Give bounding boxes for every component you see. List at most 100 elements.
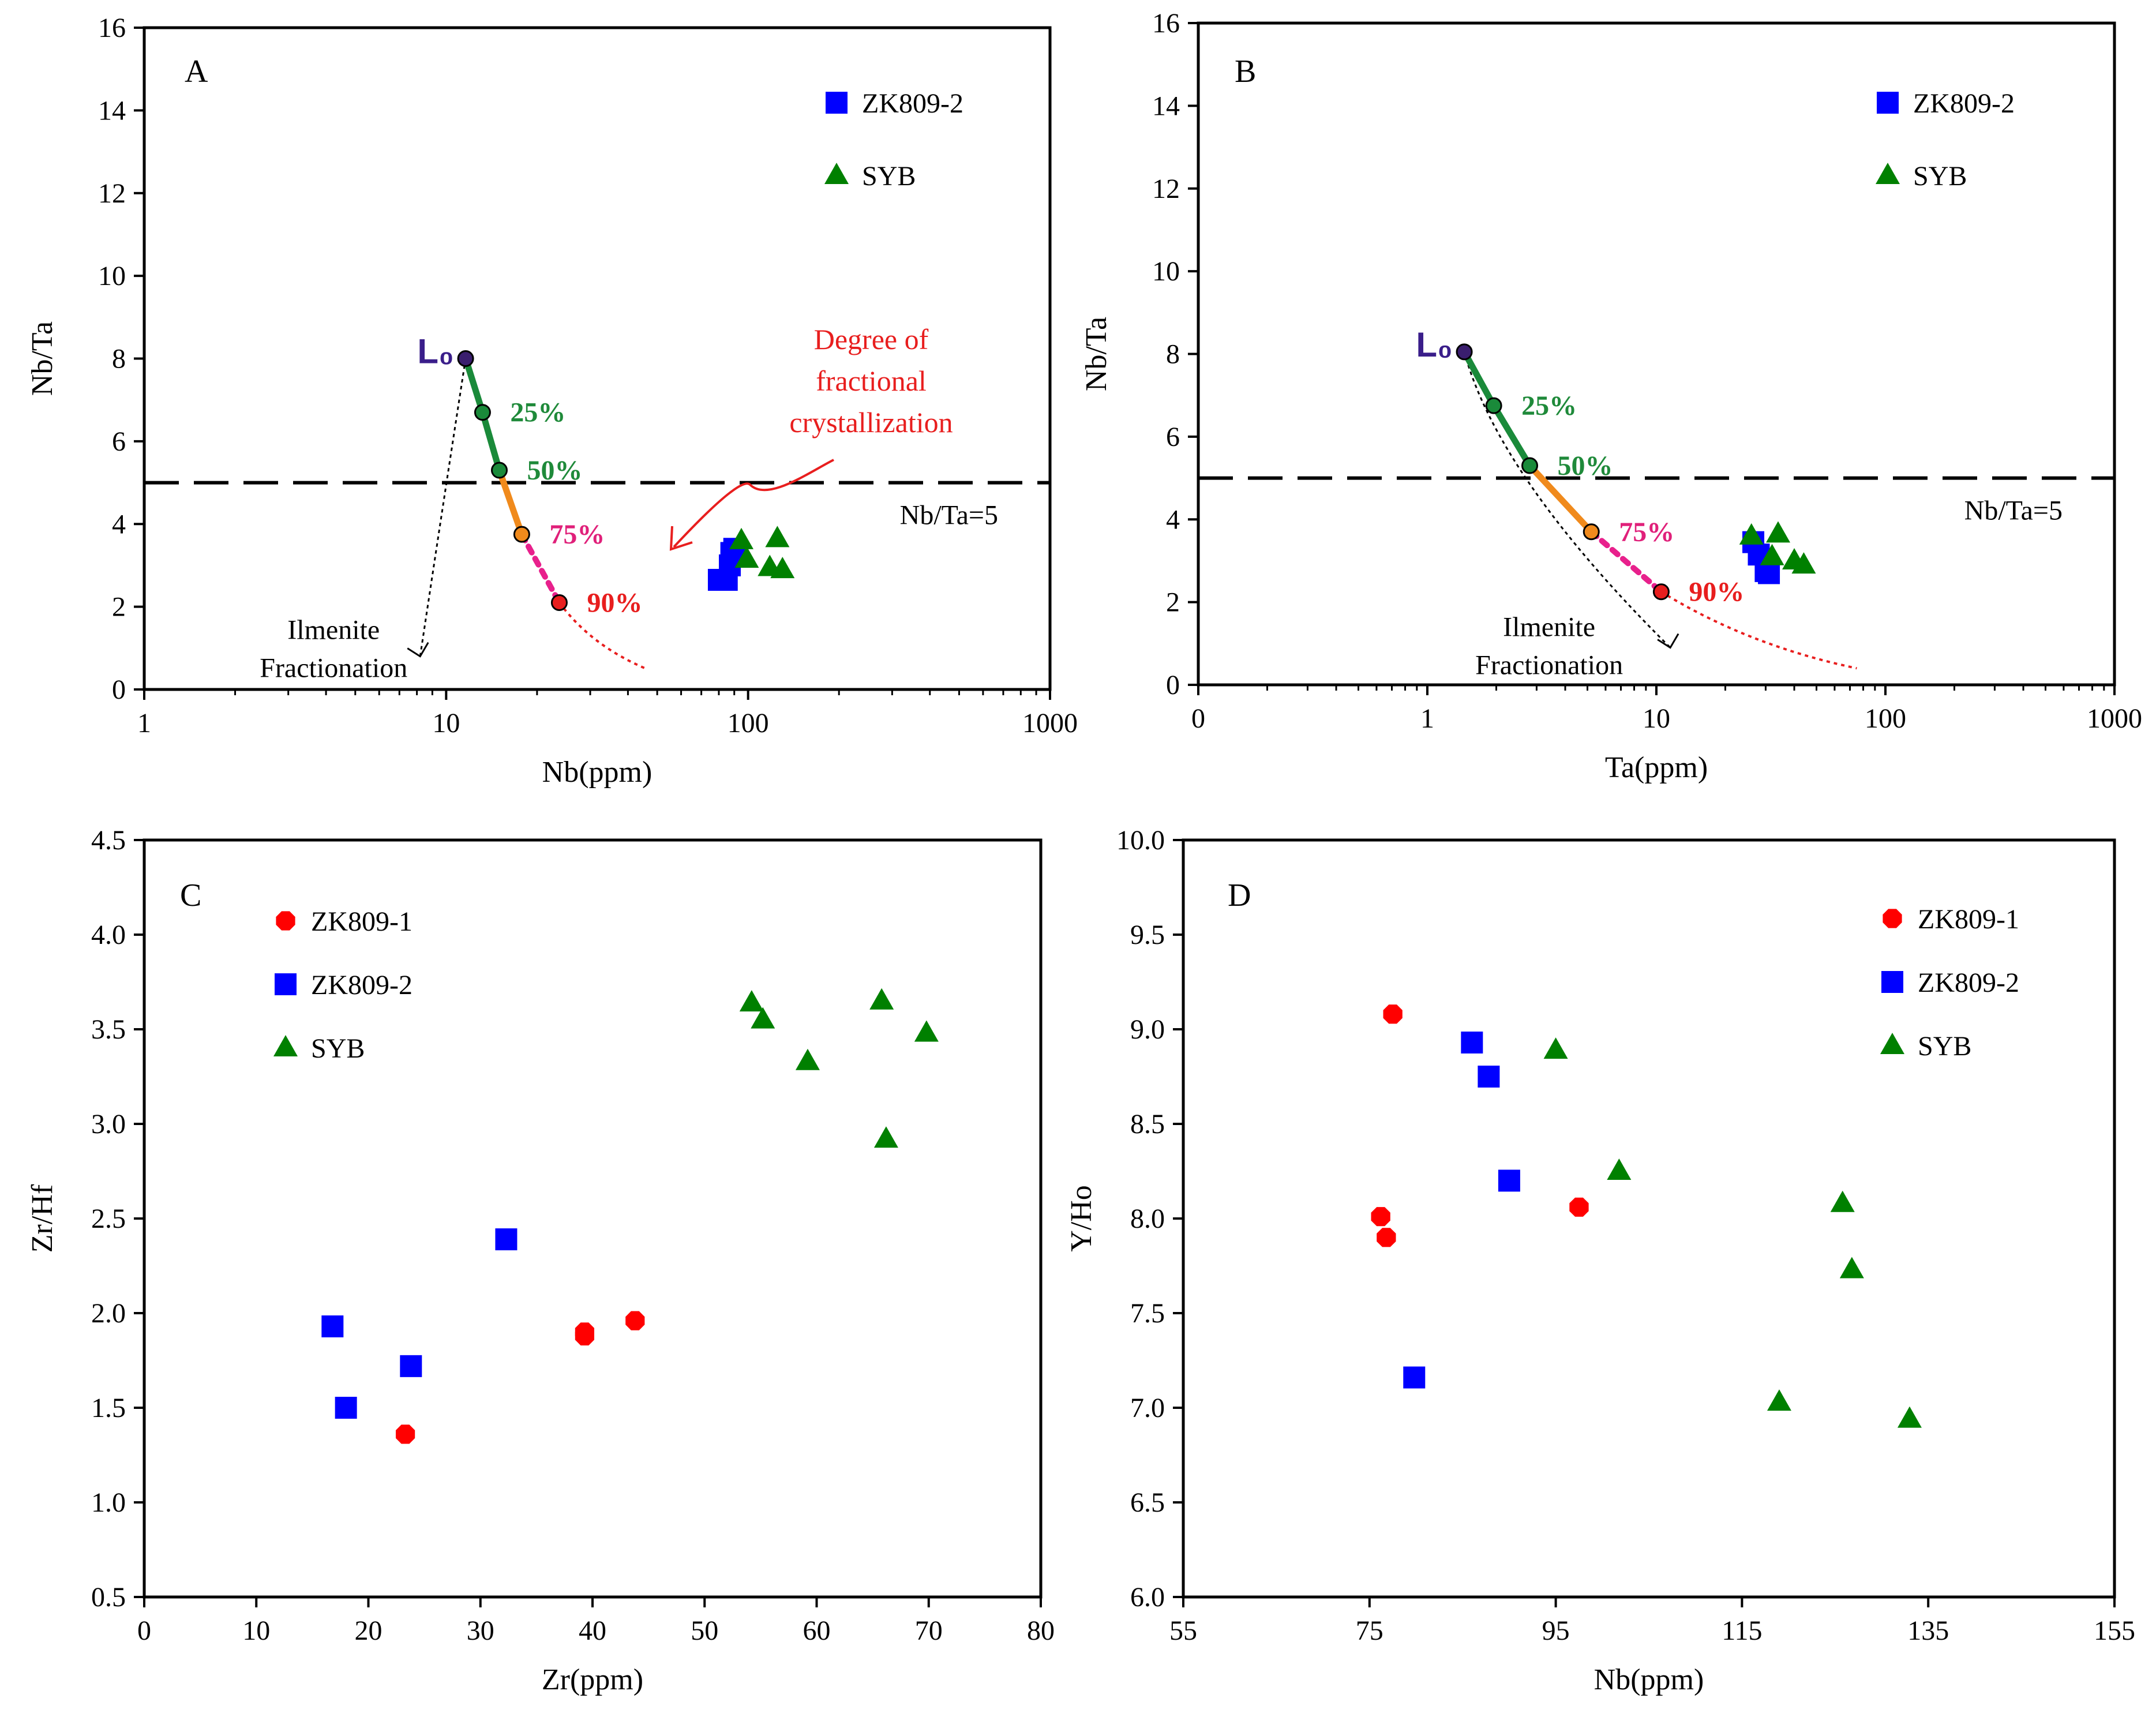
x-tick-label: 20 — [355, 1615, 383, 1646]
start-label-l0: L₀ — [1416, 325, 1453, 364]
x-tick-label: 10 — [242, 1615, 270, 1646]
legend-marker-syb — [273, 1035, 298, 1056]
legend-marker-zk809-2 — [1877, 92, 1899, 114]
data-point-triangle — [1839, 1257, 1864, 1279]
series-syb — [1543, 1037, 1922, 1428]
y-tick-label: 12 — [98, 178, 126, 209]
legend-label: SYB — [1918, 1031, 1971, 1062]
data-point-square — [1403, 1366, 1426, 1389]
legend-label: SYB — [862, 161, 916, 192]
x-tick-label: 10 — [1643, 703, 1670, 734]
ilmenite-trend-arrow — [1463, 351, 1671, 648]
x-tick-label: 95 — [1542, 1615, 1570, 1646]
y-axis-label: Nb/Ta — [1080, 317, 1113, 391]
y-tick-label: 8 — [112, 344, 126, 374]
y-axis-label: Nb/Ta — [26, 321, 59, 396]
percent-label: 25% — [510, 398, 565, 428]
series-syb — [739, 988, 939, 1148]
start-label-l0: L₀ — [417, 332, 454, 371]
data-point-triangle — [914, 1020, 939, 1042]
data-point-triangle — [1767, 1389, 1791, 1411]
y-tick-label: 8 — [1166, 339, 1180, 370]
series-zk809-1 — [396, 1311, 645, 1444]
y-axis-label: Zr/Hf — [26, 1184, 59, 1253]
y-axis-label: Y/Ho — [1065, 1185, 1098, 1252]
percent-label: 50% — [527, 455, 582, 486]
x-axis-label: Nb(ppm) — [542, 756, 653, 789]
x-tick-label: 80 — [1027, 1615, 1055, 1646]
y-tick-label: 2.5 — [91, 1204, 126, 1234]
data-point-circle — [396, 1424, 415, 1444]
data-point-square — [1498, 1169, 1520, 1192]
panel-d: 55 75 95 115 135 155 6.0 6.5 7.0 7.5 8.0 8.5 9.0 9.5 1… — [1065, 825, 2135, 1696]
y-tick-label: 4 — [1166, 504, 1180, 535]
x-tick-label: 135 — [1907, 1615, 1949, 1646]
legend-marker-syb — [1876, 163, 1900, 184]
curve-point — [1456, 343, 1473, 361]
legend-marker-zk809-2 — [826, 92, 848, 114]
ilmenite-label: Ilmenite — [1503, 612, 1595, 642]
data-point-circle — [1371, 1207, 1390, 1227]
y-tick-label: 14 — [1152, 91, 1180, 121]
percent-label: 90% — [587, 587, 642, 618]
data-point-triangle — [751, 1007, 775, 1029]
x-tick-label: 10 — [432, 708, 460, 738]
data-point-triangle — [1765, 521, 1790, 543]
x-tick-label: 115 — [1722, 1615, 1762, 1646]
x-axis-label: Nb(ppm) — [1594, 1663, 1704, 1696]
legend-marker-syb — [1880, 1033, 1904, 1054]
legend-label: ZK809-2 — [311, 970, 413, 1000]
data-point-circle — [1569, 1197, 1589, 1217]
curve-segment — [519, 531, 563, 606]
x-tick-label: 50 — [691, 1615, 718, 1646]
y-tick-label: 2 — [112, 592, 126, 623]
annotation-line: crystallization — [789, 406, 953, 438]
series-syb — [1739, 521, 1816, 574]
curve-tail — [1660, 590, 1857, 670]
data-point-circle — [1383, 1004, 1403, 1024]
y-tick-label: 4 — [112, 509, 126, 539]
y-tick-label: 8.5 — [1130, 1109, 1165, 1139]
legend-label: ZK809-1 — [311, 906, 413, 937]
data-point-square — [1461, 1031, 1483, 1054]
panel-letter: C — [180, 878, 201, 913]
x-tick-label: 40 — [579, 1615, 606, 1646]
y-tick-label: 6.5 — [1130, 1487, 1165, 1518]
percent-label: 25% — [1521, 391, 1577, 421]
curve-point — [550, 594, 568, 611]
y-tick-label: 7.0 — [1130, 1393, 1165, 1423]
legend-label: SYB — [1913, 161, 1967, 192]
data-point-triangle — [1791, 552, 1816, 574]
x-tick-label: 75 — [1356, 1615, 1383, 1646]
data-point-circle — [625, 1311, 645, 1330]
curve-segment — [1527, 462, 1595, 535]
data-point-square — [321, 1315, 344, 1337]
panel-letter: A — [185, 54, 208, 89]
legend-marker-zk809-2 — [275, 973, 297, 995]
panel-b: 0 1 10 100 1000 0 2 4 6 8 10 12 14 16 Ta(ppm) Nb/Ta B ZK8… — [1080, 8, 2142, 784]
ilmenite-label: Fractionation — [1475, 650, 1623, 680]
legend-marker-zk809-1 — [1883, 909, 1902, 928]
curve-point — [457, 350, 474, 367]
percent-label: 75% — [549, 519, 605, 550]
data-point-square — [495, 1228, 518, 1251]
curve-tail — [558, 602, 647, 670]
annotation-arrow — [673, 459, 834, 548]
y-tick-label: 7.5 — [1130, 1298, 1165, 1329]
data-point-triangle — [869, 988, 894, 1010]
y-tick-label: 12 — [1152, 174, 1180, 204]
x-tick-label: 70 — [915, 1615, 943, 1646]
legend-label: ZK809-1 — [1918, 904, 2019, 935]
legend-marker-syb — [824, 163, 849, 184]
y-tick-label: 4.0 — [91, 920, 126, 950]
y-tick-label: 9.5 — [1130, 920, 1165, 950]
data-point-square — [400, 1355, 422, 1377]
y-tick-label: 10.0 — [1116, 825, 1165, 856]
arrow-head — [1657, 633, 1679, 649]
series-zk809-1 — [1371, 1004, 1589, 1247]
ilmenite-label: Ilmenite — [287, 615, 380, 646]
curve-point — [1521, 457, 1539, 474]
ilmenite-label: Fractionation — [260, 653, 407, 684]
data-point-triangle — [1760, 543, 1784, 565]
